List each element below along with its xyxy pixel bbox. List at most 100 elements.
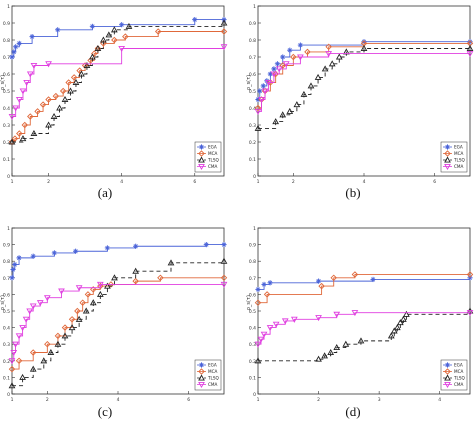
data-point-tlsq [254, 357, 262, 364]
series-line-tlsq [258, 48, 470, 129]
data-point-tlsq [254, 124, 262, 131]
data-point-cma [15, 96, 23, 104]
data-point-tlsq [333, 343, 341, 351]
data-point-cma [10, 349, 18, 357]
data-point-ega-d2 [133, 244, 138, 249]
ytick-label: 0.8 [249, 259, 256, 265]
y-axis-label: ρ_s(τ) [246, 75, 252, 90]
xtick-label: 6 [433, 179, 436, 185]
legend-marker-d2 [445, 362, 450, 368]
ytick-label: 0.6 [3, 292, 10, 298]
data-point-ega-d2 [31, 254, 36, 259]
legend-label-tlsq: TLSQ [453, 158, 466, 163]
data-point-tlsq [111, 274, 118, 281]
data-point-ega-d2 [268, 280, 273, 285]
data-point-tlsq [19, 135, 27, 142]
data-point-ega-d2 [287, 48, 292, 53]
series-line-tlsq [12, 261, 225, 387]
data-point-cma [23, 79, 30, 87]
xtick-label: 4 [117, 397, 120, 403]
data-point-mca [74, 307, 81, 315]
data-point-cma [281, 318, 289, 325]
data-point-cma [30, 62, 38, 70]
ytick-label: 0.3 [249, 123, 256, 129]
data-point-ega-d2 [275, 61, 280, 66]
data-point-ega-d2 [10, 267, 16, 272]
caption-a: (a) [97, 185, 113, 200]
data-point-ega-d2 [221, 242, 227, 247]
panel-d: 0 0.1 0.2 0.3 0.4 0.5 0.6 0.7 0.8 0.9 1 1 2 3 4 ρ_s(τ) E… [246, 226, 474, 403]
data-point-ega-d2 [9, 275, 15, 280]
data-point-tlsq [286, 107, 294, 114]
legend-marker-d2 [445, 144, 450, 150]
data-point-tlsq [89, 53, 96, 60]
data-point-tlsq [400, 315, 407, 322]
ytick-label: 0.7 [249, 55, 256, 61]
data-point-mca [97, 282, 104, 290]
data-point-mca [466, 271, 474, 278]
data-point-tlsq [110, 26, 118, 33]
data-point-mca [44, 340, 51, 348]
series-line-cma [12, 46, 225, 117]
data-point-cma [466, 51, 474, 58]
data-point-ega-d2 [12, 262, 17, 267]
plot-frame-b [257, 5, 471, 177]
data-point-mca [100, 40, 107, 47]
ytick-label: 0.4 [249, 106, 256, 112]
data-point-mca [84, 291, 92, 298]
data-point-tlsq [45, 121, 52, 128]
data-point-mca [220, 274, 228, 282]
data-point-mca [27, 113, 34, 120]
data-point-ega-d2 [298, 42, 303, 48]
data-point-mca [290, 53, 297, 61]
data-point-cma [29, 303, 37, 310]
data-point-mca [21, 121, 29, 129]
xtick-label: 2 [47, 179, 50, 185]
legend-marker [444, 163, 451, 171]
data-point-cma [12, 105, 20, 112]
series-cma [8, 281, 228, 365]
series-tlsq [254, 44, 474, 131]
xtick-label: 2 [317, 397, 320, 403]
data-point-ega-d2 [255, 287, 261, 292]
data-point-cma [260, 331, 268, 338]
ytick-label: 0.2 [3, 359, 10, 365]
legend-marker [444, 368, 451, 375]
data-point-tlsq [47, 348, 55, 356]
legend-marker [444, 374, 451, 381]
ytick-label: 0.2 [3, 140, 10, 146]
ytick-label: 0.7 [3, 276, 10, 282]
legend-label-tlsq: TLSQ [207, 158, 220, 163]
data-point-mca [157, 274, 164, 282]
data-point-ega-d2 [55, 27, 60, 32]
data-point-ega-d2 [73, 249, 78, 254]
legend-label-cma: CMA [208, 382, 218, 387]
data-point-ega-d2 [119, 22, 124, 27]
plot-frame-a [11, 5, 225, 177]
ytick-label: 0.5 [3, 89, 10, 95]
data-point-cma [266, 325, 274, 332]
data-point-tlsq [61, 95, 69, 103]
data-point-tlsq [104, 282, 111, 289]
ytick-label: 0.9 [249, 21, 256, 27]
xtick-label: 1 [11, 179, 14, 185]
data-point-mca [304, 48, 311, 56]
data-point-mca [59, 87, 67, 95]
data-point-mca [254, 104, 262, 112]
xtick-label: 6 [193, 179, 196, 185]
series-ega [255, 275, 473, 293]
data-point-mca [16, 130, 23, 137]
ytick-label: 0.9 [249, 243, 256, 249]
data-point-mca [91, 50, 98, 57]
data-point-cma [58, 288, 65, 295]
data-point-ega-d2 [280, 54, 285, 60]
data-point-mca [330, 274, 337, 282]
ytick-label: 0.2 [249, 359, 256, 365]
data-point-tlsq [466, 44, 474, 52]
data-point-cma [351, 310, 359, 317]
data-point-cma [254, 341, 262, 348]
ytick-label: 0.1 [3, 157, 10, 163]
